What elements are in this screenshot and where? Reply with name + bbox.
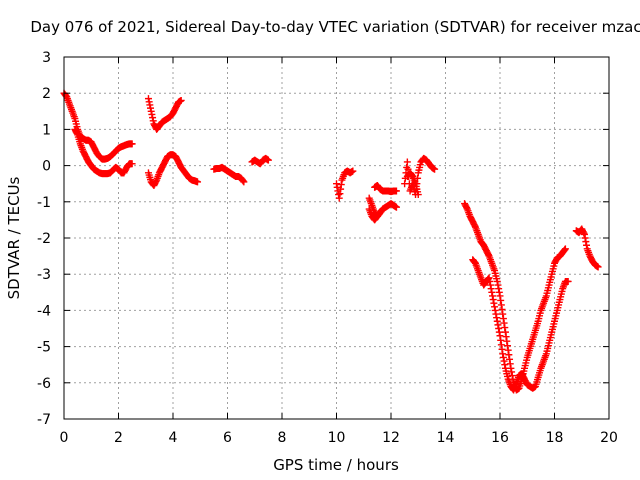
data-point [264,156,272,164]
grid [64,57,609,419]
x-tick-label: 16 [491,430,509,446]
data-point [561,245,569,253]
y-tick-label: 0 [42,159,51,175]
data-point [194,178,202,186]
y-tick-label: 3 [42,50,51,66]
data-point [594,263,602,271]
x-tick-label: 6 [223,430,232,446]
y-tick-label: 1 [42,122,51,138]
y-tick-label: -3 [37,267,51,283]
y-tick-label: -5 [37,340,51,356]
data-point [349,167,357,175]
y-tick-label: -4 [37,303,51,319]
data-marks [60,89,602,394]
x-tick-label: 20 [600,430,618,446]
data-point [403,158,411,166]
data-point [128,160,136,168]
chart-title: Day 076 of 2021, Sidereal Day-to-day VTE… [30,18,640,36]
y-tick-label: -6 [37,376,51,392]
data-point [177,96,185,104]
y-tick-label: -7 [37,412,51,428]
data-point [379,205,387,213]
data-point [240,178,248,186]
x-axis-label: GPS time / hours [273,456,399,474]
x-tick-label: 0 [60,430,69,446]
data-point [392,203,400,211]
x-tick-label: 12 [382,430,400,446]
y-axis-label: SDTVAR / TECUs [5,176,23,299]
x-tick-label: 8 [278,430,287,446]
data-point [414,191,422,199]
data-point [564,277,572,285]
data-point [128,140,136,148]
x-tick-label: 10 [328,430,346,446]
x-tick-label: 14 [437,430,455,446]
data-point [431,165,439,173]
data-point [392,187,400,195]
x-tick-label: 2 [114,430,123,446]
y-tick-label: -1 [37,195,51,211]
x-tick-label: 18 [546,430,564,446]
y-tick-label: -2 [37,231,51,247]
x-tick-label: 4 [169,430,178,446]
y-tick-label: 2 [42,86,51,102]
